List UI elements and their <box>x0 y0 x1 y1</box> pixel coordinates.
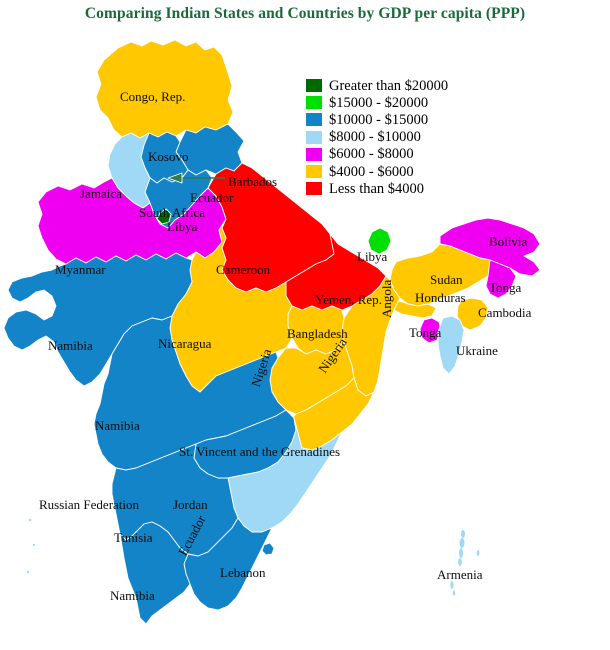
region-tripura[interactable] <box>419 317 442 344</box>
legend-label-4000-6000: $4000 - $6000 <box>329 163 414 180</box>
legend-label-10000-15000: $10000 - $15000 <box>329 111 429 128</box>
legend-label-gt20000: Greater than $20000 <box>329 77 449 94</box>
legend-item-6000-8000[interactable]: $6000 - $8000 <box>306 146 476 163</box>
region-kerala[interactable] <box>119 521 191 625</box>
region-meghalaya[interactable] <box>393 299 437 319</box>
legend-label-6000-8000: $6000 - $8000 <box>329 146 414 163</box>
legend-swatch-8000-10000 <box>306 130 322 144</box>
barbados-leader-line <box>167 172 225 184</box>
legend-item-8000-10000[interactable]: $8000 - $10000 <box>306 129 476 146</box>
region-tamil-nadu[interactable] <box>183 517 273 611</box>
legend-item-gt20000[interactable]: Greater than $20000 <box>306 77 476 94</box>
legend-swatch-4000-6000 <box>306 165 322 179</box>
region-manipur[interactable] <box>456 297 489 331</box>
legend-swatch-15000-20000 <box>306 96 322 110</box>
legend-item-15000-20000[interactable]: $15000 - $20000 <box>306 94 476 111</box>
legend-label-8000-10000: $8000 - $10000 <box>329 129 421 146</box>
region-andaman-nicobar[interactable] <box>450 530 480 596</box>
region-sikkim[interactable] <box>367 227 392 255</box>
legend: Greater than $20000 $15000 - $20000 $100… <box>306 77 476 197</box>
region-gujarat[interactable] <box>3 252 193 387</box>
legend-swatch-10000-15000 <box>306 113 322 127</box>
legend-item-10000-15000[interactable]: $10000 - $15000 <box>306 111 476 128</box>
legend-label-15000-20000: $15000 - $20000 <box>329 94 429 111</box>
region-mizoram[interactable] <box>437 315 465 375</box>
legend-swatch-gt20000 <box>306 79 322 93</box>
region-jammu-kashmir[interactable] <box>95 39 234 139</box>
region-jharkhand[interactable] <box>287 305 345 355</box>
region-lakshadweep <box>26 518 36 574</box>
region-puducherry[interactable] <box>261 542 275 556</box>
page-title: Comparing Indian States and Countries by… <box>84 5 526 22</box>
legend-item-lt4000[interactable]: Less than $4000 <box>306 180 476 197</box>
legend-label-lt4000: Less than $4000 <box>329 180 425 197</box>
legend-item-4000-6000[interactable]: $4000 - $6000 <box>306 163 476 180</box>
legend-swatch-6000-8000 <box>306 147 322 161</box>
legend-swatch-lt4000 <box>306 182 322 196</box>
region-nagaland[interactable] <box>485 259 517 299</box>
region-andhra-pradesh[interactable] <box>227 417 343 533</box>
